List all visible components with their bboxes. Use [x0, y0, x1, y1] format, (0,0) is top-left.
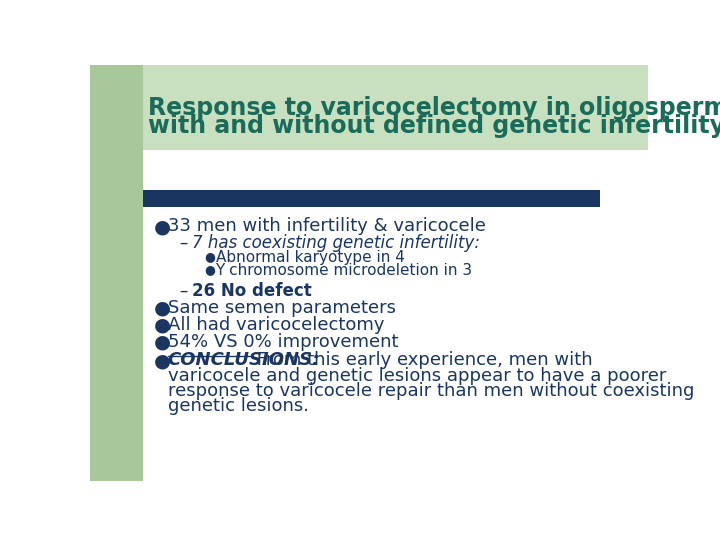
Text: ●: ●: [153, 333, 171, 352]
FancyBboxPatch shape: [90, 65, 143, 481]
Text: CONCLUSIONS:: CONCLUSIONS:: [168, 351, 320, 369]
Text: response to varicocele repair than men without coexisting: response to varicocele repair than men w…: [168, 382, 694, 400]
Text: Response to varicocelectomy in oligospermic men: Response to varicocelectomy in oligosper…: [148, 96, 720, 119]
Text: –: –: [179, 282, 187, 300]
Text: 33 men with infertility & varicocele: 33 men with infertility & varicocele: [168, 217, 485, 235]
Text: All had varicocelectomy: All had varicocelectomy: [168, 316, 384, 334]
Text: ●: ●: [153, 316, 171, 335]
Text: genetic lesions.: genetic lesions.: [168, 397, 308, 415]
FancyBboxPatch shape: [143, 65, 648, 150]
Text: 26 No defect: 26 No defect: [192, 282, 312, 300]
Text: Same semen parameters: Same semen parameters: [168, 299, 395, 317]
Text: ●: ●: [204, 262, 215, 276]
Text: 54% VS 0% improvement: 54% VS 0% improvement: [168, 333, 398, 351]
Text: varicocele and genetic lesions appear to have a poorer: varicocele and genetic lesions appear to…: [168, 367, 666, 384]
Text: ●: ●: [153, 217, 171, 237]
Text: ●: ●: [153, 351, 171, 370]
Text: with and without defined genetic infertility.: with and without defined genetic inferti…: [148, 114, 720, 138]
Text: –: –: [179, 234, 187, 252]
Text: 7 has coexisting genetic infertility:: 7 has coexisting genetic infertility:: [192, 234, 480, 252]
Text: Y chromosome microdeletion in 3: Y chromosome microdeletion in 3: [215, 262, 472, 278]
Text: ●: ●: [204, 249, 215, 262]
FancyBboxPatch shape: [143, 190, 600, 207]
Text: From this early experience, men with: From this early experience, men with: [251, 351, 593, 369]
Text: ●: ●: [153, 299, 171, 318]
Text: Abnormal karyotype in 4: Abnormal karyotype in 4: [215, 249, 405, 265]
